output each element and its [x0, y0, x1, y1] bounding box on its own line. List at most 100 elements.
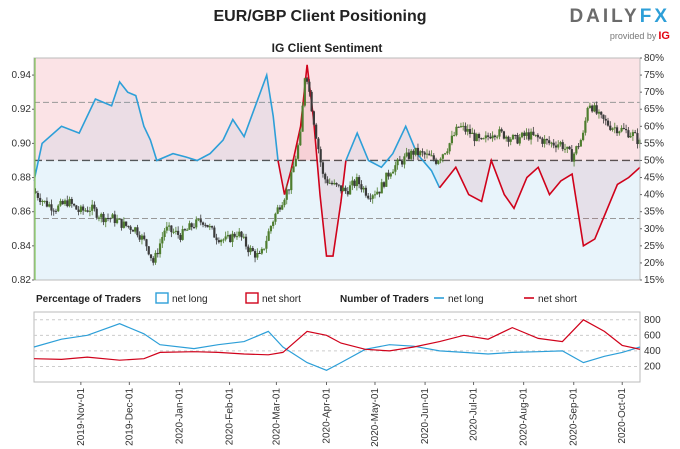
candle-body [498, 129, 501, 137]
candle-body [222, 239, 225, 241]
candle-body [634, 132, 637, 134]
right-axis-tick: 45% [644, 173, 664, 184]
candle-body [595, 105, 598, 114]
candle-body [541, 138, 544, 144]
net-short-sentiment-line-area [278, 64, 346, 257]
candle-body [378, 191, 381, 194]
candle-body [543, 139, 546, 144]
candle-body [179, 234, 182, 240]
candle-body [401, 160, 404, 165]
candle-body [414, 147, 417, 155]
candle-body [455, 126, 458, 136]
candle-body [507, 136, 510, 142]
candle-body [215, 237, 218, 241]
candle-body [36, 193, 39, 198]
candle-body [557, 144, 560, 148]
candle-body [351, 180, 354, 186]
candle-body [518, 137, 521, 144]
candle-body [448, 143, 451, 152]
x-axis-tick: 2020-Jul-01 [469, 388, 480, 441]
candle-body [48, 204, 51, 207]
candle-body [459, 126, 463, 128]
candle-body [505, 136, 508, 139]
candle-body [210, 226, 214, 228]
candle-body [618, 131, 621, 134]
x-axis-tick: 2020-Mar-01 [271, 388, 282, 446]
candle-body [606, 120, 610, 126]
candle-body [586, 107, 589, 121]
candle-body [353, 180, 356, 187]
number-net-long-line [33, 323, 641, 371]
left-axis-tick: 0.82 [12, 275, 32, 286]
candle-body [333, 182, 336, 185]
candle-body [77, 209, 80, 213]
candle-body [95, 208, 98, 218]
top-panel-frame [33, 57, 641, 281]
candle-body [419, 151, 422, 156]
candle-body [636, 133, 639, 145]
candle-body [520, 132, 524, 138]
candle-body [134, 227, 137, 232]
candle-body [208, 226, 211, 228]
candle-body [500, 129, 503, 132]
candle-body [143, 235, 146, 240]
candle-body [258, 253, 261, 255]
candle-body [629, 136, 632, 138]
candle-body [480, 138, 483, 140]
candle-body [233, 233, 236, 237]
candle-body [398, 159, 401, 161]
candle-body [563, 148, 567, 150]
candle-body [425, 153, 429, 155]
candle-body [315, 124, 318, 139]
bottom-axis-tick: 600 [644, 330, 661, 341]
candle-body [346, 191, 349, 195]
right-axis-tick: 25% [644, 241, 664, 252]
legend-swatch-pct-long [155, 292, 169, 304]
candle-body [201, 222, 205, 225]
candle-body [249, 247, 252, 253]
candle-body [421, 151, 424, 153]
candle-body [299, 131, 302, 146]
candle-body [118, 218, 121, 220]
candle-body [396, 159, 399, 166]
candle-body [145, 239, 148, 247]
net-short-sentiment-line-2 [438, 157, 641, 248]
candle-body [39, 197, 42, 203]
candle-body [66, 200, 69, 207]
dailyfx-logo: DAILYFX provided by IG [560, 6, 670, 46]
candle-body [43, 200, 46, 202]
candle-body [403, 156, 406, 165]
candle-body [570, 149, 573, 162]
candle-body [294, 158, 297, 167]
x-axis-tick: 2020-May-01 [370, 388, 381, 447]
candle-body [428, 153, 431, 156]
candle-body [174, 230, 177, 232]
candle-body [235, 236, 239, 238]
candle-body [120, 218, 123, 228]
candle-body [70, 198, 73, 204]
x-axis-tick: 2020-Jun-01 [420, 388, 431, 445]
candle-body [75, 205, 78, 210]
candle-body [355, 177, 358, 187]
candle-body [441, 154, 444, 159]
bottom-panel-frame [33, 311, 641, 383]
legend-label-pct-long: net long [172, 294, 208, 305]
candle-body [308, 81, 311, 92]
candle-body [367, 195, 370, 199]
candle-body [147, 246, 150, 255]
candle-body [611, 128, 614, 130]
legend-group-number: Number of Traders [340, 294, 429, 305]
candle-body [125, 221, 128, 226]
candle-body [172, 231, 175, 233]
candle-body [242, 236, 245, 238]
candle-body [362, 187, 365, 190]
candle-body [407, 152, 411, 159]
left-axis-tick: 0.92 [12, 104, 32, 115]
candle-body [240, 231, 243, 238]
candle-body [111, 214, 114, 219]
candle-body [550, 142, 553, 144]
candle-body [321, 162, 325, 174]
candle-body [532, 131, 535, 135]
candle-body [625, 128, 628, 131]
